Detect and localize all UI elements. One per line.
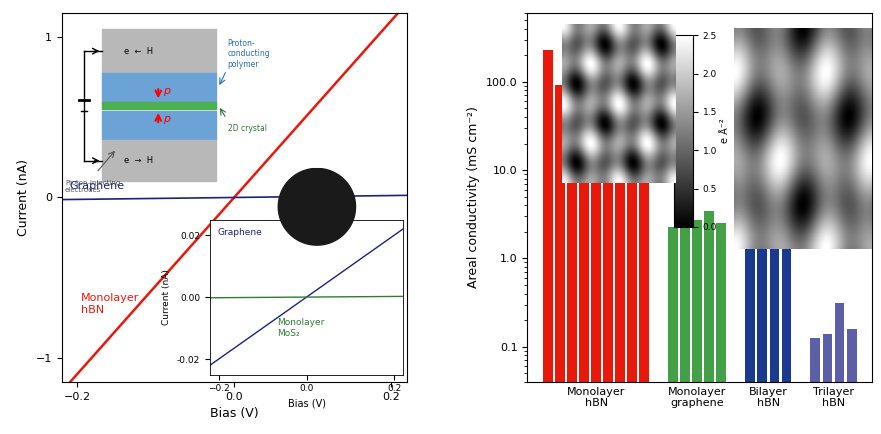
Bar: [758, 207, 767, 382]
Bar: [543, 50, 553, 382]
Bar: [615, 66, 626, 382]
Text: a: a: [33, 0, 43, 2]
Bar: [811, 338, 820, 382]
Bar: [603, 64, 613, 382]
Bar: [847, 329, 856, 382]
Bar: [769, 198, 780, 382]
Bar: [716, 223, 726, 382]
Text: b: b: [496, 0, 508, 2]
Y-axis label: Current (nA): Current (nA): [17, 159, 30, 236]
Text: Monolayer
hBN: Monolayer hBN: [81, 293, 140, 315]
Y-axis label: Areal conductivity (mS cm⁻²): Areal conductivity (mS cm⁻²): [468, 106, 480, 289]
Bar: [834, 303, 845, 382]
Text: Graphene: Graphene: [70, 181, 124, 191]
Bar: [705, 211, 714, 382]
Bar: [680, 214, 690, 382]
Bar: [555, 85, 565, 382]
Bar: [823, 334, 833, 382]
Bar: [669, 227, 678, 382]
Bar: [745, 193, 755, 382]
Bar: [627, 72, 637, 382]
X-axis label: Bias (V): Bias (V): [210, 407, 258, 420]
Bar: [591, 65, 601, 382]
Bar: [781, 201, 791, 382]
Bar: [567, 69, 577, 382]
Bar: [579, 67, 589, 382]
Bar: [640, 69, 649, 382]
Bar: [692, 220, 702, 382]
